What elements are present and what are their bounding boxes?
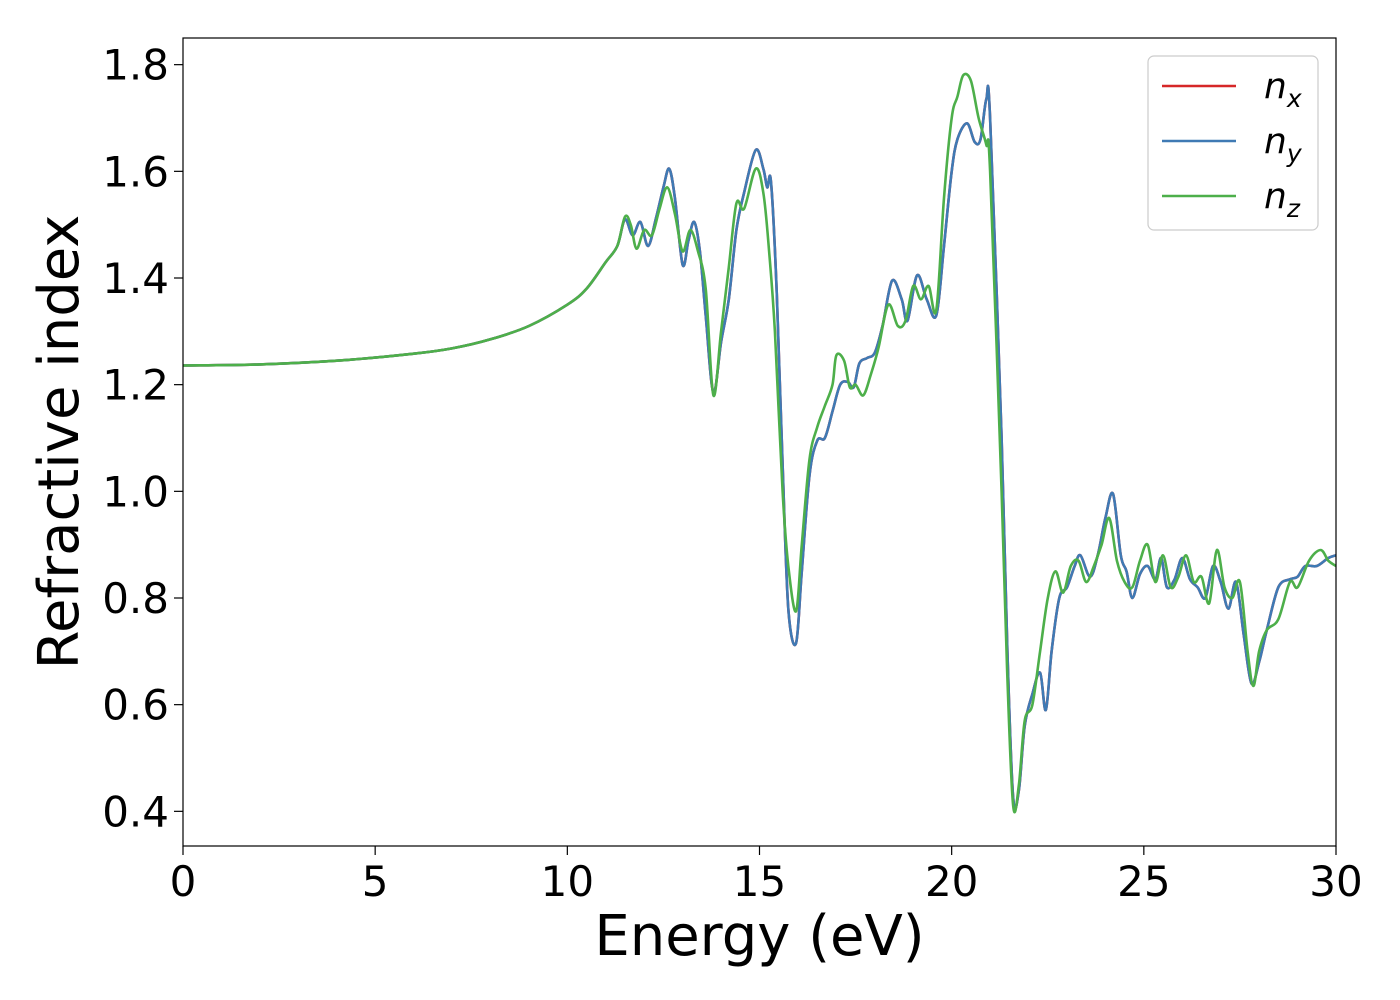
x-tick-label: 20 [925,857,978,906]
legend-box [1147,55,1319,231]
x-tick-label: 25 [1117,857,1170,906]
y-tick-label: 0.8 [102,574,169,623]
series-line-z [183,72,1336,814]
y-tick-label: 1.0 [102,467,169,516]
legend-label-z: nz [1264,176,1301,223]
x-tick-label: 5 [362,857,389,906]
series-layer [183,72,1336,814]
y-axis: 0.4 0.6 0.8 1.0 1.2 1.4 1.6 1.8 [102,41,183,836]
x-axis-label: Energy (eV) [594,904,924,969]
y-tick-label: 1.8 [102,41,169,90]
legend: nx ny nz [1147,55,1319,231]
y-tick-label: 1.2 [102,361,169,410]
legend-label-y: ny [1264,121,1303,168]
x-tick-label: 30 [1309,857,1362,906]
x-tick-label: 10 [541,857,594,906]
x-axis: 0 5 10 15 20 25 30 [170,846,1363,906]
y-axis-label: Refractive index [27,215,92,670]
y-tick-label: 1.6 [102,147,169,196]
legend-label-x: nx [1264,66,1302,113]
y-tick-label: 0.4 [102,787,169,836]
x-tick-label: 0 [170,857,197,906]
x-tick-label: 15 [733,857,786,906]
y-tick-label: 0.6 [102,681,169,730]
y-tick-label: 1.4 [102,254,169,303]
